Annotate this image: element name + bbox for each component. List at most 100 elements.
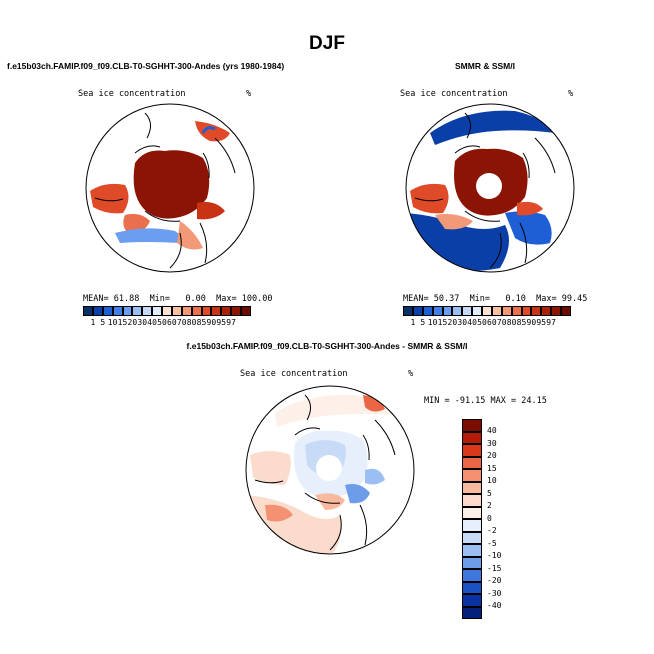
- obs-colorbar-swatch: [403, 306, 413, 316]
- model-colorbar-label: 50: [157, 318, 167, 327]
- obs-colorbar-label: 97: [546, 318, 556, 327]
- model-colorbar-swatch: [241, 306, 251, 316]
- model-colorbar-swatch: [92, 306, 103, 316]
- diff-colorbar-swatch: [462, 556, 482, 569]
- diff-stats: MIN = -91.15 MAX = 24.15: [424, 396, 547, 406]
- obs-colorbar-swatch: [482, 306, 492, 316]
- diff-colorbar-labels: 40 30 20 15 10 5 2 0 -2 -5 -10 -15 -20 -30 -40: [487, 425, 501, 613]
- obs-colorbar-label: 1: [410, 318, 416, 327]
- diff-colorbar-swatch: [462, 431, 482, 444]
- diff-colorbar-swatch: [462, 581, 482, 594]
- model-colorbar-swatch: [201, 306, 212, 316]
- diff-units-label: %: [408, 369, 414, 379]
- diff-polar-map: [245, 385, 415, 555]
- model-colorbar-swatch: [221, 306, 232, 316]
- model-polar-map: [85, 103, 255, 273]
- obs-colorbar-label: 5: [420, 318, 426, 327]
- obs-stats: MEAN= 50.37 Min= 0.10 Max= 99.45: [403, 294, 588, 304]
- model-colorbar-label: 30: [137, 318, 148, 327]
- obs-colorbar: [403, 306, 571, 316]
- diff-colorbar: [462, 419, 482, 619]
- obs-colorbar-swatch: [511, 306, 522, 316]
- model-colorbar-swatch: [181, 306, 192, 316]
- diff-colorbar-swatch: [462, 506, 482, 519]
- diff-colorbar-label: -40: [487, 601, 502, 610]
- obs-colorbar-swatch: [491, 306, 502, 316]
- diff-colorbar-label: 20: [487, 451, 497, 460]
- model-colorbar-label: 60: [167, 318, 177, 327]
- obs-colorbar-swatch: [422, 306, 433, 316]
- model-variable-label: Sea ice concentration: [78, 89, 186, 99]
- diff-colorbar-label: 2: [487, 501, 492, 510]
- diff-colorbar-label: -10: [487, 551, 502, 560]
- model-colorbar-label: 90: [206, 318, 217, 327]
- diff-colorbar-label: -20: [487, 576, 502, 585]
- model-colorbar-swatch: [152, 306, 162, 316]
- model-colorbar-swatch: [122, 306, 133, 316]
- model-colorbar-label: 1: [90, 318, 96, 327]
- obs-polar-map: [405, 103, 575, 273]
- diff-colorbar-label: -15: [487, 563, 502, 573]
- model-colorbar-label: 80: [186, 318, 197, 327]
- obs-colorbar-swatch: [452, 306, 463, 316]
- diff-colorbar-swatch: [462, 606, 482, 619]
- diff-colorbar-label: 30: [487, 438, 497, 448]
- obs-colorbar-label: 20: [447, 318, 458, 327]
- model-stats: MEAN= 61.88 Min= 0.00 Max= 100.00: [83, 294, 273, 304]
- model-colorbar-swatch: [112, 306, 123, 316]
- model-colorbar-swatch: [211, 306, 222, 316]
- obs-colorbar-label: 95: [536, 318, 547, 327]
- obs-colorbar-swatch: [541, 306, 552, 316]
- obs-colorbar-label: 60: [487, 318, 497, 327]
- model-colorbar-swatch: [171, 306, 182, 316]
- diff-panel-heading: f.e15b03ch.FAMIP.f09_f09.CLB-T0-SGHHT-30…: [186, 341, 468, 351]
- obs-colorbar-label: 10: [427, 318, 438, 327]
- obs-colorbar-labels: 1 5 10 15 20 30 40 50 60 70 80 85 90 95 97: [403, 318, 576, 327]
- diff-colorbar-label: -5: [487, 538, 497, 548]
- model-colorbar-label: 85: [196, 318, 207, 327]
- obs-colorbar-swatch: [531, 306, 542, 316]
- model-colorbar-label: 5: [100, 318, 106, 327]
- model-colorbar-label: 40: [147, 318, 157, 327]
- model-colorbar-swatch: [231, 306, 241, 316]
- model-colorbar-label: 95: [216, 318, 227, 327]
- obs-colorbar-swatch: [462, 306, 473, 316]
- model-panel-heading: f.e15b03ch.FAMIP.f09_f09.CLB-T0-SGHHT-30…: [7, 61, 285, 71]
- diff-colorbar-label: -30: [487, 588, 502, 598]
- obs-colorbar-label: 40: [467, 318, 477, 327]
- model-colorbar-label: 15: [117, 318, 128, 327]
- diff-colorbar-swatch: [462, 494, 482, 507]
- model-colorbar-label: 97: [226, 318, 236, 327]
- diff-colorbar-swatch: [462, 444, 482, 457]
- model-colorbar-label: 20: [127, 318, 138, 327]
- obs-colorbar-label: 85: [516, 318, 527, 327]
- model-units-label: %: [246, 89, 252, 99]
- obs-units-label: %: [568, 89, 574, 99]
- diff-colorbar-swatch: [462, 519, 482, 532]
- obs-panel-heading: SMMR & SSM/I: [455, 61, 515, 71]
- diff-colorbar-swatch: [462, 594, 482, 607]
- model-colorbar: [83, 306, 251, 316]
- obs-colorbar-label: 90: [526, 318, 537, 327]
- diff-colorbar-swatch: [462, 531, 482, 544]
- obs-colorbar-label: 50: [477, 318, 487, 327]
- diff-colorbar-swatch: [462, 569, 482, 582]
- model-colorbar-label: 10: [107, 318, 118, 327]
- diff-colorbar-label: 10: [487, 476, 497, 485]
- obs-colorbar-label: 15: [437, 318, 448, 327]
- diff-variable-label: Sea ice concentration: [240, 369, 348, 379]
- model-colorbar-swatch: [142, 306, 153, 316]
- obs-colorbar-label: 70: [496, 318, 507, 327]
- diff-colorbar-swatch: [462, 481, 482, 494]
- obs-colorbar-swatch: [551, 306, 561, 316]
- obs-variable-label: Sea ice concentration: [400, 89, 508, 99]
- model-colorbar-label: 70: [176, 318, 187, 327]
- obs-colorbar-swatch: [521, 306, 532, 316]
- obs-colorbar-swatch: [561, 306, 571, 316]
- obs-colorbar-swatch: [412, 306, 423, 316]
- diff-colorbar-swatch: [462, 419, 482, 432]
- diff-colorbar-label: 0: [487, 513, 492, 523]
- obs-colorbar-label: 30: [457, 318, 468, 327]
- diff-colorbar-swatch: [462, 456, 482, 469]
- diff-colorbar-label: 5: [487, 488, 492, 498]
